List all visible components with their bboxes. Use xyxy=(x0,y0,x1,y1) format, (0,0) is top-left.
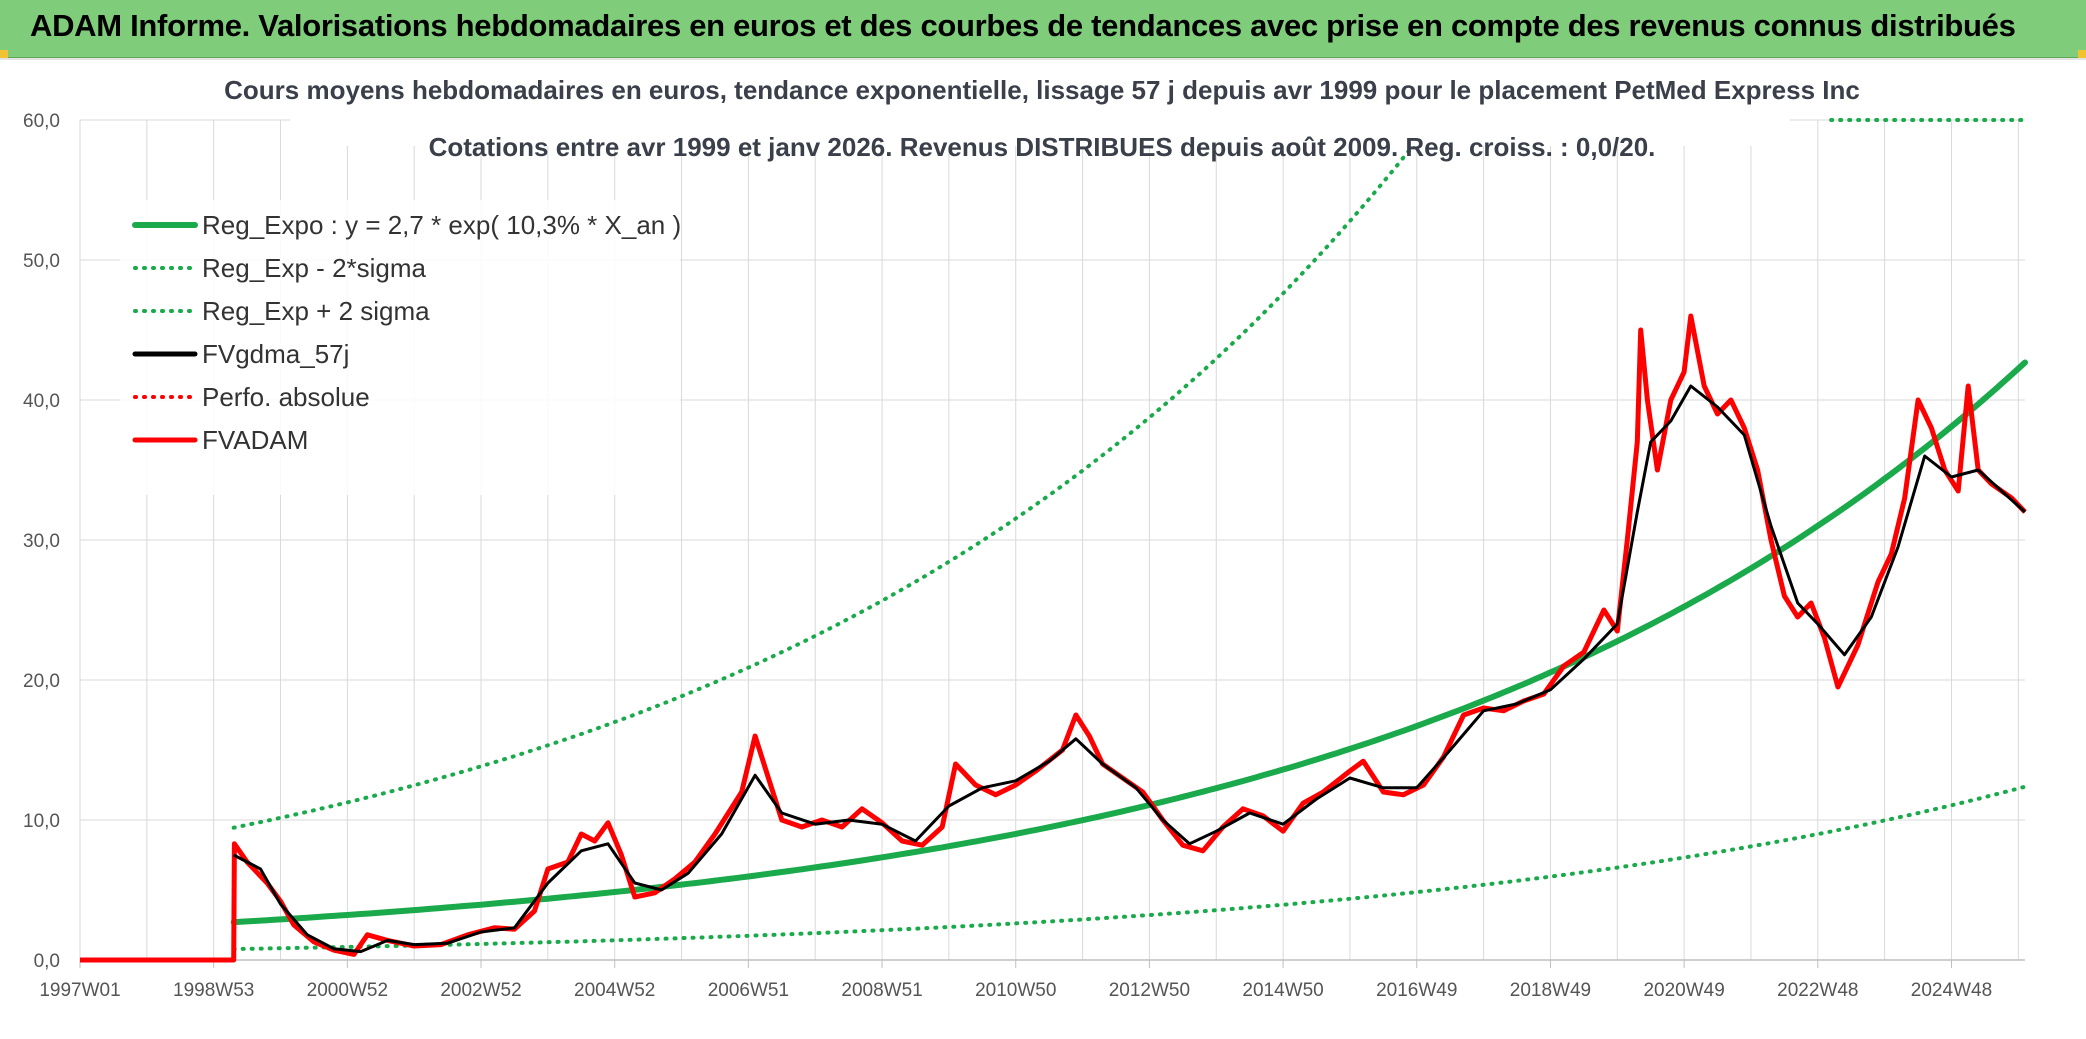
x-tick-label: 2018W49 xyxy=(1510,980,1591,1001)
y-tick-label: 10,0 xyxy=(23,811,60,832)
x-tick-label: 1997W01 xyxy=(39,980,120,1001)
x-tick-label: 2004W52 xyxy=(574,980,655,1001)
legend-label: Reg_Exp - 2*sigma xyxy=(202,253,427,283)
x-tick-label: 2006W51 xyxy=(708,980,789,1001)
x-tick-label: 2016W49 xyxy=(1376,980,1457,1001)
legend-label: Reg_Expo : y = 2,7 * exp( 10,3% * X_an ) xyxy=(202,210,681,240)
chart-frame: 0,0 10,0 20,0 30,0 40,0 50,0 60,0 1997W01 1998W… xyxy=(0,58,2086,1037)
x-tick-label: 2000W52 xyxy=(307,980,388,1001)
y-tick-label: 40,0 xyxy=(23,391,60,412)
chart-titles: Cours moyens hebdomadaires en euros, ten… xyxy=(224,66,1860,162)
y-tick-label: 60,0 xyxy=(23,111,60,132)
title-background xyxy=(290,66,1790,146)
x-tick-label: 2008W51 xyxy=(841,980,922,1001)
x-tick-label: 2020W49 xyxy=(1643,980,1724,1001)
y-tick-label: 30,0 xyxy=(23,531,60,552)
chart-title: Cours moyens hebdomadaires en euros, ten… xyxy=(224,75,1860,105)
series-reg-exp-minus-2-sigma xyxy=(231,784,2027,951)
chart-area: 0,0 10,0 20,0 30,0 40,0 50,0 60,0 1997W01 1998W… xyxy=(23,66,2028,1001)
y-tick-label: 0,0 xyxy=(34,951,60,972)
legend-label: Perfo. absolue xyxy=(202,382,370,412)
legend-label: Reg_Exp + 2 sigma xyxy=(202,296,430,326)
banner-corner-left xyxy=(0,50,8,58)
series-reg-exp-plus-2-sigma xyxy=(231,120,1436,830)
legend-background xyxy=(120,200,680,495)
report-banner: ADAM Informe. Valorisations hebdomadaire… xyxy=(0,0,2086,58)
banner-corner-right xyxy=(2078,50,2086,58)
x-tick-label: 2010W50 xyxy=(975,980,1056,1001)
chart-subtitle: Cotations entre avr 1999 et janv 2026. R… xyxy=(429,132,1656,162)
x-tick-label: 2012W50 xyxy=(1109,980,1190,1001)
x-tick-label: 2022W48 xyxy=(1777,980,1858,1001)
chart-series xyxy=(80,118,2028,963)
series-reg-expo xyxy=(230,359,2028,926)
x-tick-label: 2014W50 xyxy=(1242,980,1323,1001)
y-tick-label: 20,0 xyxy=(23,671,60,692)
x-tick-label: 1998W53 xyxy=(173,980,254,1001)
series-fvadam xyxy=(80,313,2027,963)
x-tick-label: 2002W52 xyxy=(440,980,521,1001)
legend-label: FVgdma_57j xyxy=(202,339,349,369)
x-axis-ticks: 1997W01 1998W53 2000W52 2002W52 2004W52 2006W… xyxy=(39,960,1992,1001)
legend-label: FVADAM xyxy=(202,425,308,455)
chart-legend: Reg_Expo : y = 2,7 * exp( 10,3% * X_an )… xyxy=(120,200,681,495)
report-banner-title: ADAM Informe. Valorisations hebdomadaire… xyxy=(30,8,2016,43)
y-tick-label: 50,0 xyxy=(23,251,60,272)
y-axis-ticks: 0,0 10,0 20,0 30,0 40,0 50,0 60,0 xyxy=(23,111,60,972)
series-fvgdma-57j xyxy=(233,384,2027,954)
x-tick-label: 2024W48 xyxy=(1911,980,1992,1001)
